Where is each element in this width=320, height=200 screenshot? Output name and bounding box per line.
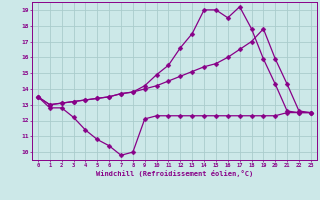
X-axis label: Windchill (Refroidissement éolien,°C): Windchill (Refroidissement éolien,°C) [96,170,253,177]
